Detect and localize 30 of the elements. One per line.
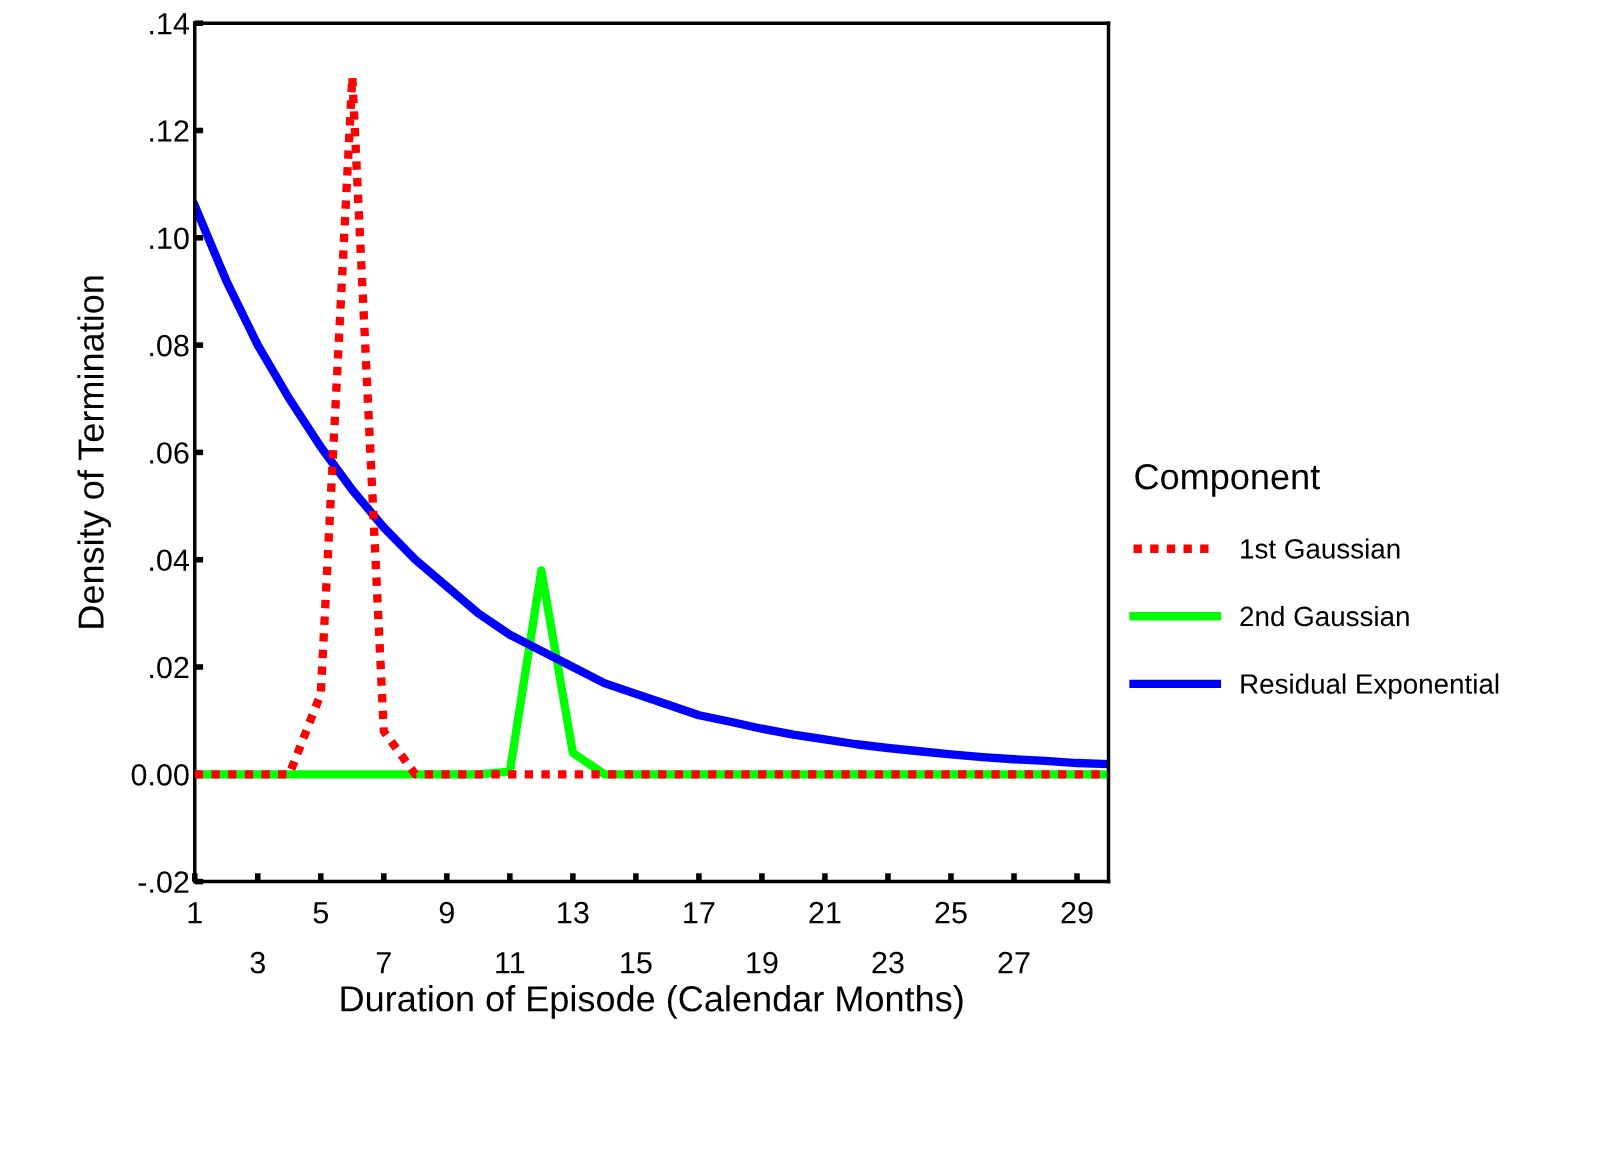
- x-tick-label: 17: [684, 902, 715, 924]
- x-tick-label: 9: [439, 901, 454, 924]
- x2-tick-label: 11: [496, 952, 525, 974]
- x-axis-title: Duration of Episode (Calendar Months): [341, 985, 963, 1019]
- x-tick-label: 13: [558, 901, 589, 924]
- x-tick-label: 25: [935, 901, 967, 924]
- y-tick-label: .12: [150, 120, 189, 142]
- y-tick-label: 0.00: [131, 764, 189, 786]
- x-tick-label: 1: [188, 902, 202, 924]
- legend-title: Component: [1135, 463, 1320, 497]
- legend-label: Residual Exponential: [1241, 673, 1499, 700]
- y-tick-label: .08: [150, 334, 189, 357]
- y-tick-label: .06: [150, 442, 189, 464]
- x2-tick-label: 19: [747, 951, 778, 974]
- y-tick-label: .10: [150, 227, 189, 250]
- x2-tick-label: 15: [621, 952, 652, 974]
- y-tick-label: -.02: [138, 871, 189, 893]
- x2-tick-label: 3: [250, 951, 265, 974]
- y-tick-label: .14: [150, 13, 190, 35]
- y-axis-title: Density of Termination: [77, 276, 111, 628]
- y-tick-label: .02: [150, 656, 189, 679]
- legend-label: 2nd Gaussian: [1240, 605, 1409, 627]
- y-tick-label: .04: [150, 549, 190, 572]
- x2-tick-label: 27: [998, 951, 1030, 974]
- legend-label: 1st Gaussian: [1241, 538, 1400, 559]
- x2-tick-label: 23: [872, 951, 904, 974]
- x2-tick-label: 7: [376, 952, 391, 974]
- x-tick-label: 29: [1061, 901, 1093, 924]
- x-tick-label: 21: [809, 901, 841, 924]
- x-tick-label: 5: [313, 902, 329, 924]
